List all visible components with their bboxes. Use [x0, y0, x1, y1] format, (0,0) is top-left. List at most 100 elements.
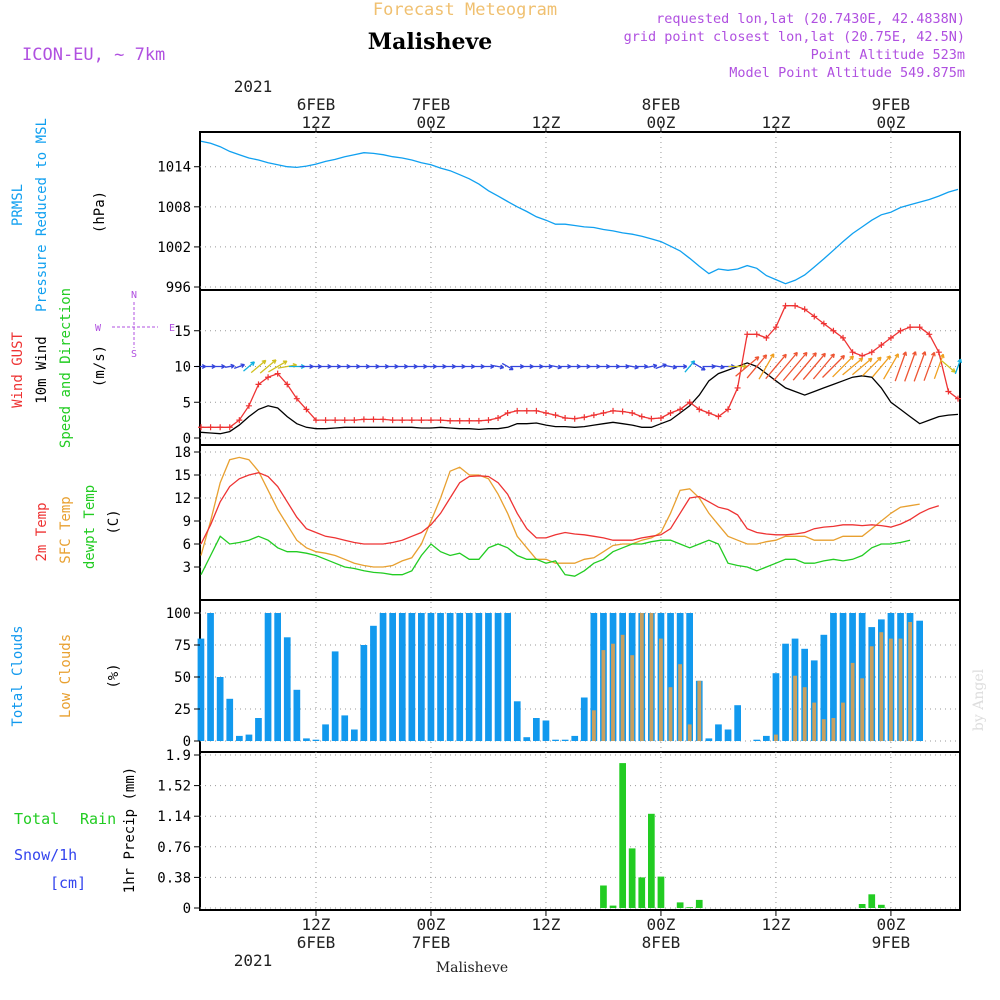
wind-vector-arrow	[406, 364, 418, 369]
total-cloud-bar	[475, 613, 483, 741]
wind-vector-arrow	[233, 363, 245, 370]
wind-gust-marker	[840, 334, 847, 341]
sfc-temp-line	[200, 456, 920, 568]
rain-bar	[657, 876, 665, 908]
total-cloud-bar	[370, 625, 377, 741]
wind-vector-arrow	[473, 364, 485, 369]
wind-vector-arrow	[954, 358, 962, 375]
low-cloud-bar	[697, 680, 702, 741]
wind-gust-marker	[370, 416, 377, 423]
wind-gust-marker	[255, 381, 262, 388]
low-cloud-bar	[889, 638, 893, 741]
wind-vector-arrow	[802, 352, 826, 381]
rain-bar	[858, 904, 866, 908]
wind-vector-arrow	[463, 364, 476, 369]
top-year: 2021	[234, 77, 273, 96]
rain-bar	[878, 904, 885, 908]
rain-bar	[648, 813, 655, 908]
total-cloud-bar	[360, 645, 368, 741]
wind-vector-arrow	[483, 364, 495, 369]
top-hour-label: 12Z	[532, 113, 561, 132]
top-hour-label: 00Z	[417, 113, 446, 132]
pressure-unit: (hPa)	[92, 191, 108, 233]
wind-vector-arrow	[387, 364, 399, 369]
wind-gust-marker	[763, 334, 770, 341]
wind-gust-marker	[322, 417, 329, 424]
total-cloud-bar	[839, 613, 847, 741]
temp-tick-label: 12	[174, 491, 191, 507]
low-cloud-bar	[898, 638, 903, 741]
wind-vector-arrow	[765, 353, 787, 380]
wind-vector-arrow	[259, 359, 277, 374]
wind-gust-marker	[590, 412, 597, 419]
wind-gust-marker	[236, 417, 243, 424]
wind-vector-arrow	[215, 364, 226, 369]
dewpt-title: dewpt Temp	[82, 485, 98, 569]
total-cloud-bar	[858, 613, 866, 741]
total-cloud-bar	[561, 739, 569, 741]
wind-gust-marker	[955, 395, 961, 402]
total-cloud-bar	[437, 613, 444, 741]
top-date-label: 6FEB	[297, 95, 336, 114]
total-cloud-bar	[418, 613, 425, 741]
pressure-title1: PRMSL	[10, 184, 26, 226]
wind-gust-marker	[399, 417, 406, 424]
wind-vector-arrow	[883, 353, 899, 380]
wind-gust-marker	[447, 417, 454, 424]
wind-gust-marker	[638, 413, 645, 420]
total-cloud-bar	[264, 613, 272, 741]
wind-gust-marker	[523, 407, 530, 414]
temp-unit: (C)	[106, 509, 122, 534]
gridpoint-coords: grid point closest lon,lat (20.75E, 42.5…	[624, 29, 965, 45]
bottom-date-label: 8FEB	[642, 933, 681, 952]
wind-gust-marker	[648, 415, 655, 422]
wind-gust-marker	[868, 349, 875, 356]
top-date-label: 9FEB	[872, 95, 911, 114]
compass-s: S	[131, 349, 137, 360]
wind-vector-arrow	[268, 360, 288, 373]
wind-gust-marker	[533, 407, 540, 414]
bottom-date-label: 9FEB	[872, 933, 911, 952]
requested-coords: requested lon,lat (20.7430E, 42.4838N)	[656, 11, 965, 27]
series-layer	[196, 140, 962, 908]
wind-gust-marker	[916, 324, 923, 331]
low-cloud-bar	[812, 702, 817, 741]
gust-title: Wind GUST	[10, 332, 26, 408]
precip-unit: 1hr Precip (mm)	[122, 767, 138, 893]
wind-vector-arrow	[320, 364, 332, 369]
total-cloud-bar	[916, 620, 923, 741]
total-cloud-bar	[686, 613, 693, 741]
wind-vector-arrow	[735, 356, 760, 377]
rain-bar	[638, 877, 646, 908]
wind-vector-arrow	[396, 364, 409, 369]
low-cloud-bar	[601, 650, 606, 741]
wind-vector-arrow	[329, 364, 342, 369]
wind-title: 10m Wind	[34, 336, 50, 403]
clouds-tick-label: 75	[174, 638, 191, 654]
wind-tick-label: 15	[174, 324, 191, 340]
wind-unit: (m/s)	[92, 345, 108, 387]
point-altitude: Point Altitude 523m	[811, 47, 965, 63]
wind-gust-marker	[284, 381, 291, 388]
wind-gust-marker	[217, 424, 224, 431]
sfc-title: SFC Temp	[58, 496, 74, 563]
wind-gust-marker	[657, 414, 664, 421]
wind-vector-arrow	[923, 351, 936, 381]
total-cloud-bar	[389, 613, 396, 741]
total-cloud-bar	[322, 724, 329, 741]
low-cloud-bar	[678, 664, 682, 741]
temp-tick-label: 3	[183, 560, 191, 576]
rain-bar	[695, 899, 703, 908]
total-cloud-bar	[782, 643, 789, 741]
bottom-date-label: 7FEB	[412, 933, 451, 952]
low-clouds-title: Low Clouds	[58, 634, 74, 718]
wind-vector-arrow	[415, 364, 428, 369]
wind-gust-marker	[744, 331, 751, 338]
snow-title: Snow/1h	[14, 846, 77, 864]
wind-vector-arrow	[851, 357, 873, 376]
pressure-panel-labels: PRMSL Pressure Reduced to MSL (hPa)	[10, 118, 108, 312]
wind-vector-arrow	[782, 351, 808, 381]
wind-gust-marker	[504, 409, 511, 416]
